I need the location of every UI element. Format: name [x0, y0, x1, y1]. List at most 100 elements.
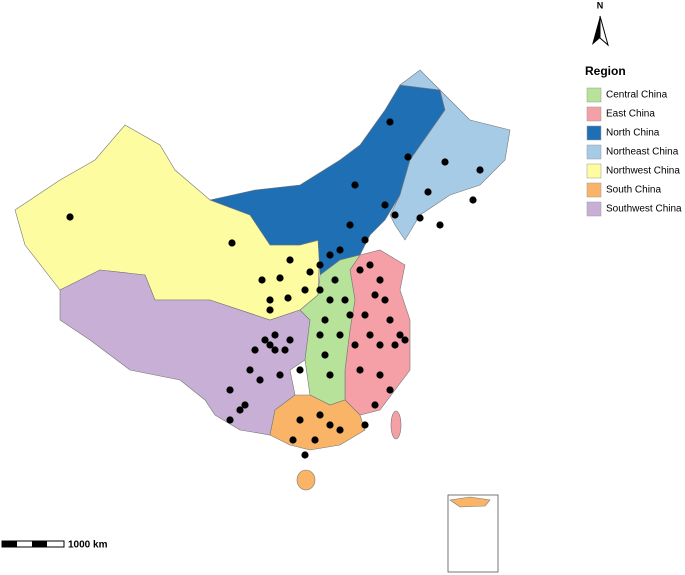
- sample-point: [236, 406, 244, 414]
- sample-point: [476, 166, 484, 174]
- sample-point: [396, 331, 404, 339]
- sample-point: [284, 294, 292, 302]
- sample-point: [321, 351, 329, 359]
- region-taiwan: [390, 410, 402, 440]
- inset-box: [447, 494, 499, 573]
- sample-point: [361, 421, 369, 429]
- sample-point: [281, 346, 289, 354]
- sample-point: [286, 256, 294, 264]
- legend-swatch: [586, 125, 602, 141]
- sample-point: [326, 296, 334, 304]
- region-hainan: [296, 469, 316, 491]
- sample-point: [351, 341, 359, 349]
- sample-point: [289, 436, 297, 444]
- sample-point: [261, 336, 269, 344]
- sample-point: [286, 336, 294, 344]
- legend-label: Northeast China: [606, 147, 679, 158]
- sample-point: [381, 201, 389, 209]
- sample-point: [441, 158, 449, 166]
- legend-swatch: [586, 182, 602, 198]
- sample-point: [66, 213, 74, 221]
- sample-point: [266, 341, 274, 349]
- sample-point: [311, 436, 319, 444]
- sample-point: [296, 366, 304, 374]
- sample-point: [256, 376, 264, 384]
- sample-point: [376, 371, 384, 379]
- sample-point: [266, 306, 274, 314]
- sample-point: [336, 426, 344, 434]
- sample-point: [346, 221, 354, 229]
- legend-swatch: [586, 87, 602, 103]
- legend-swatch: [586, 144, 602, 160]
- sample-point: [331, 276, 339, 284]
- sample-point: [401, 336, 409, 344]
- sample-point: [391, 211, 399, 219]
- sample-point: [306, 268, 314, 276]
- sample-point: [276, 274, 284, 282]
- north-arrow: [592, 15, 609, 47]
- sample-point: [404, 153, 412, 161]
- sample-point: [416, 214, 424, 222]
- sample-point: [326, 251, 334, 259]
- sample-point: [316, 261, 324, 269]
- sample-point: [376, 341, 384, 349]
- sample-point: [226, 416, 234, 424]
- inset-south-sea: [449, 496, 491, 508]
- sample-point: [336, 246, 344, 254]
- sample-point: [436, 221, 444, 229]
- sample-point: [258, 276, 266, 284]
- sample-point: [391, 341, 399, 349]
- regions: [14, 69, 511, 491]
- sample-point: [386, 386, 394, 394]
- sample-point: [251, 346, 259, 354]
- sample-point: [266, 296, 274, 304]
- sample-point: [351, 181, 359, 189]
- sample-point: [424, 188, 432, 196]
- sample-point: [316, 286, 324, 294]
- legend-swatch: [586, 106, 602, 122]
- sample-point: [316, 331, 324, 339]
- sample-point: [346, 311, 354, 319]
- legend-label: North China: [606, 128, 660, 139]
- sample-point: [381, 296, 389, 304]
- legend-label: Northwest China: [606, 166, 680, 177]
- sample-point: [386, 118, 394, 126]
- legend-swatch: [586, 201, 602, 217]
- legend-swatch: [586, 163, 602, 179]
- sample-point: [276, 371, 284, 379]
- legend: Central China East China North China Northe…: [586, 87, 682, 217]
- sample-point: [301, 286, 309, 294]
- sample-point: [228, 239, 236, 247]
- sample-point: [336, 331, 344, 339]
- scale-label: 1000 km: [68, 540, 108, 551]
- sample-point: [469, 196, 477, 204]
- sample-point: [316, 411, 324, 419]
- legend-label: Southwest China: [606, 204, 682, 215]
- sample-point: [271, 331, 279, 339]
- sample-point: [241, 401, 249, 409]
- sample-point: [296, 416, 304, 424]
- sample-point: [301, 451, 309, 459]
- sample-point: [361, 236, 369, 244]
- sample-point: [226, 386, 234, 394]
- legend-label: South China: [606, 185, 661, 196]
- sample-point: [361, 311, 369, 319]
- legend-title: Region: [585, 64, 626, 78]
- sample-point: [356, 366, 364, 374]
- sample-point: [371, 401, 379, 409]
- sample-point: [326, 421, 334, 429]
- sample-point: [246, 366, 254, 374]
- region-south: [269, 394, 366, 451]
- sample-point: [366, 261, 374, 269]
- sample-point: [371, 291, 379, 299]
- sample-point: [326, 371, 334, 379]
- legend-label: East China: [606, 109, 655, 120]
- sample-point: [321, 316, 329, 324]
- sample-point: [366, 331, 374, 339]
- sample-point: [356, 266, 364, 274]
- sample-point: [386, 316, 394, 324]
- scale-bar: [1, 540, 65, 548]
- sample-point: [341, 296, 349, 304]
- north-label: N: [597, 0, 604, 10]
